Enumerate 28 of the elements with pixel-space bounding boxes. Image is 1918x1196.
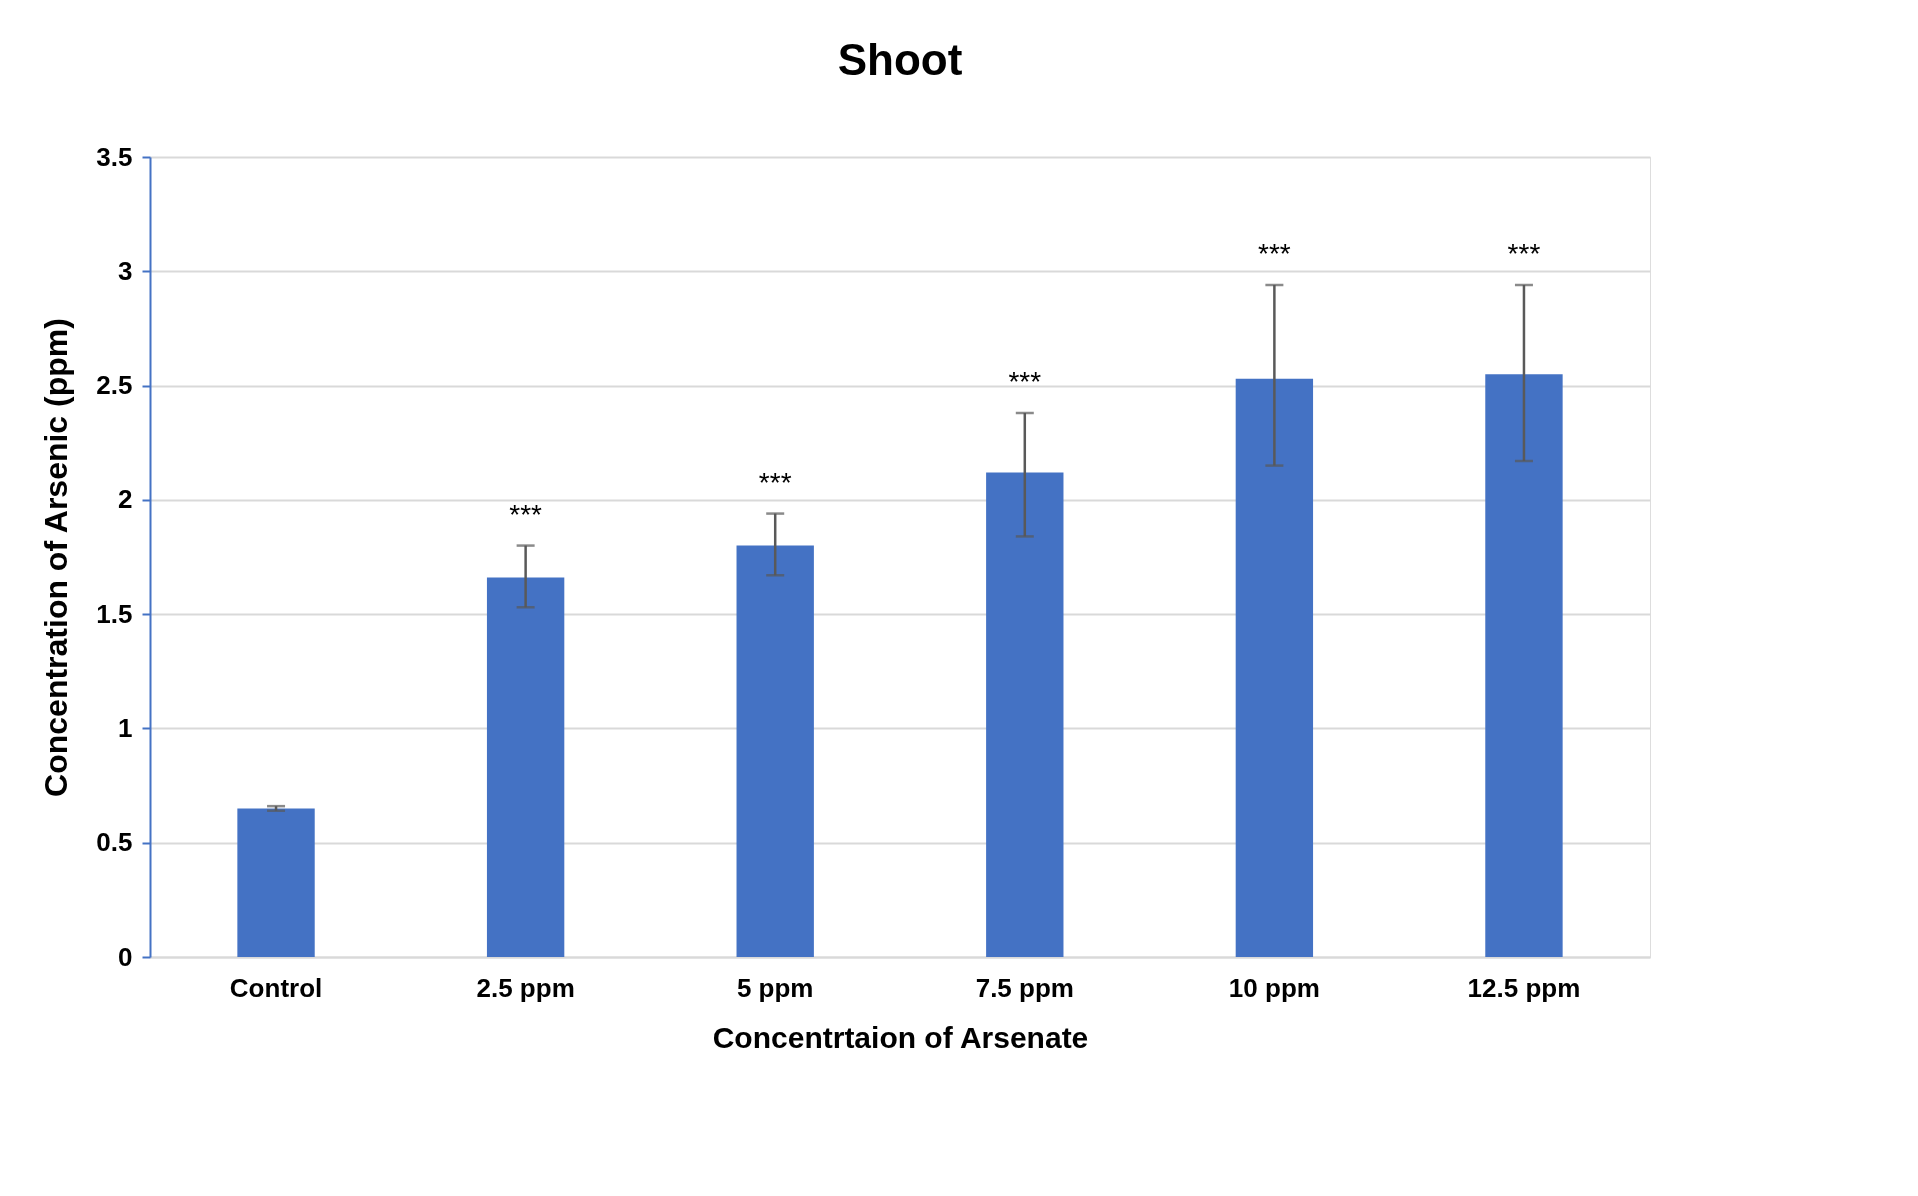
x-axis-title: Concentrtaion of Arsenate: [712, 1020, 1089, 1054]
y-tick-label: 3: [118, 255, 133, 286]
y-tick-label: 2.5: [96, 370, 133, 401]
x-tick-label: 10 ppm: [1228, 972, 1320, 1003]
y-tick-label: 1.5: [96, 598, 133, 629]
x-tick-label: 5 ppm: [736, 972, 814, 1003]
chart-title: Shoot: [837, 35, 963, 84]
annotation: ***: [509, 498, 543, 530]
annotation: ***: [1008, 366, 1042, 397]
x-tick-label: 7.5 ppm: [975, 972, 1074, 1003]
bar: [237, 808, 315, 957]
y-tick-label: 1: [118, 712, 133, 743]
y-tick-label: 0: [118, 941, 133, 972]
bar: [486, 577, 565, 957]
x-tick-label: Control: [229, 972, 323, 1003]
annotation: ***: [758, 466, 792, 498]
bar: [1235, 378, 1314, 957]
x-tick-label: 12.5 ppm: [1467, 972, 1581, 1003]
annotation: ***: [1258, 238, 1291, 269]
y-tick-label: 3.5: [96, 141, 133, 172]
y-axis-title: Concentration of Arsenic (ppm): [38, 318, 75, 797]
bar: [986, 472, 1064, 957]
x-tick-label: 2.5 ppm: [476, 972, 575, 1003]
y-tick-label: 2: [118, 484, 133, 515]
annotation: ***: [1507, 238, 1541, 269]
y-tick-label: 0.5: [96, 827, 133, 858]
bar: [736, 545, 814, 957]
bar: [1485, 374, 1563, 957]
